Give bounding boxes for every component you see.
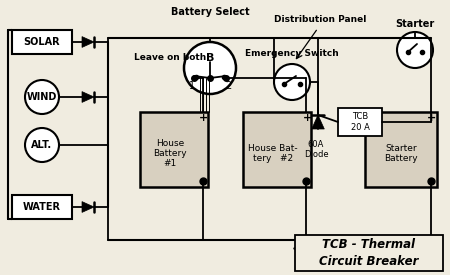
Text: 60A
Diode: 60A Diode [304, 140, 328, 159]
Bar [295, 235, 443, 271]
Text: +: + [302, 113, 311, 123]
Polygon shape [82, 92, 94, 102]
Polygon shape [312, 115, 324, 129]
Text: House
Battery
#1: House Battery #1 [153, 139, 187, 168]
Circle shape [184, 42, 236, 94]
Text: ALT.: ALT. [32, 140, 53, 150]
Text: Starter
Battery: Starter Battery [384, 144, 418, 163]
Text: 2: 2 [225, 81, 231, 91]
Circle shape [25, 80, 59, 114]
Polygon shape [82, 202, 94, 212]
Text: Starter: Starter [396, 19, 435, 29]
Text: Distribution Panel: Distribution Panel [274, 15, 366, 24]
Circle shape [25, 128, 59, 162]
Text: Emergency Switch: Emergency Switch [245, 50, 339, 59]
Bar [12, 30, 72, 54]
Text: +: + [199, 113, 209, 123]
Text: Leave on both: Leave on both [134, 54, 206, 62]
Polygon shape [82, 37, 94, 47]
Text: WATER: WATER [23, 202, 61, 212]
Circle shape [274, 64, 310, 100]
Text: House Bat-
tery   #2: House Bat- tery #2 [248, 144, 298, 163]
Text: +: + [428, 113, 436, 123]
Bar [12, 195, 72, 219]
Bar [338, 108, 382, 136]
Bar [140, 112, 208, 187]
Circle shape [397, 32, 433, 68]
Text: 1: 1 [189, 81, 195, 91]
Text: TCB
20 A: TCB 20 A [351, 112, 369, 132]
Text: SOLAR: SOLAR [24, 37, 60, 47]
Bar [365, 112, 437, 187]
Text: B: B [206, 53, 214, 63]
Text: WIND: WIND [27, 92, 57, 102]
Bar [243, 112, 311, 187]
Text: TCB - Thermal
Circuit Breaker: TCB - Thermal Circuit Breaker [320, 238, 419, 268]
Text: Battery Select: Battery Select [171, 7, 249, 17]
